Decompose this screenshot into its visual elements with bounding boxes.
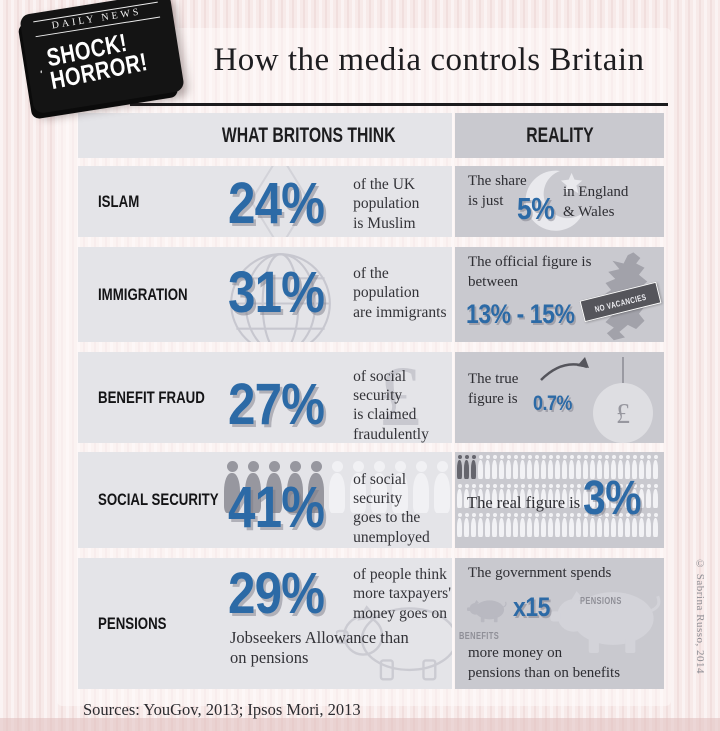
row-label-immigration: IMMIGRATION <box>98 284 188 304</box>
diamond-ornament-icon <box>250 166 310 237</box>
reality-value-social-security: 3% <box>583 472 642 525</box>
pound-balloon-icon: £ <box>540 357 653 443</box>
stat-desc-pensions: of people think more taxpayers' money go… <box>353 566 451 622</box>
stat-desc-islam: of the UK population is Muslim <box>353 176 420 232</box>
svg-text:£: £ <box>616 399 630 430</box>
row-label-social-security: SOCIAL SECURITY <box>98 490 219 509</box>
row-benefit-fraud-reality: £ The true figure is 0.7% <box>455 352 664 443</box>
row-social-security-reality: The real figure is 3% <box>455 452 664 548</box>
stat-value-pensions: 29% <box>228 561 325 626</box>
crescent-star-icon <box>525 170 584 231</box>
stat-value-benefit-fraud: 27% <box>228 372 325 438</box>
column-header-reality-label: REALITY <box>525 123 594 147</box>
reality-value-immigration: 13% - 15% <box>466 299 575 329</box>
stat-desc-immigration: of the population are immigrants <box>353 265 447 321</box>
reality-multiplier-pensions: x15 <box>513 592 551 622</box>
reality-pre-immigration: The official figure is between <box>468 254 592 290</box>
row-benefit-fraud-think: BENEFIT FRAUD £ 27% of social security i… <box>78 352 452 443</box>
row-islam-think: ISLAM 24% of the UK population is Muslim <box>78 166 452 237</box>
pensions-pig-label: PENSIONS <box>579 596 622 607</box>
column-header-reality: REALITY <box>455 113 664 158</box>
stat-desc2-pensions: Jobseekers Allowance than on pensions <box>230 628 409 668</box>
reality-pre-benefit-fraud: The true figure is <box>468 371 519 407</box>
stat-desc-social-security: of social security goes to the unemploye… <box>353 471 430 546</box>
reality-pre-islam: The share is just <box>468 173 527 209</box>
row-immigration-reality: The official figure is between 13% - 15%… <box>455 247 664 342</box>
column-header-think: WHAT BRITONS THINK <box>78 113 452 158</box>
page-title: How the media controls Britain <box>213 42 645 78</box>
stat-value-social-security: 41% <box>228 475 325 541</box>
row-social-security-think: SOCIAL SECURITY 41% of social security g… <box>78 452 452 548</box>
reality-value-islam: 5% <box>517 191 555 226</box>
row-islam-reality: The share is just 5% in England & Wales <box>455 166 664 237</box>
uk-map-icon <box>40 70 43 74</box>
stat-value-immigration: 31% <box>228 260 325 325</box>
sources-note: Sources: YouGov, 2013; Ipsos Mori, 2013 <box>83 700 361 719</box>
row-label-benefit-fraud: BENEFIT FRAUD <box>98 387 205 407</box>
row-pensions-think: PENSIONS 29% of people think more taxpay… <box>78 558 452 689</box>
stat-value-islam: 24% <box>228 171 325 236</box>
bottom-border-strip <box>0 718 720 731</box>
small-piggy-bank-icon <box>467 599 507 623</box>
reality-pre-social-security: The real figure is <box>467 493 581 512</box>
row-pensions-reality: The government spends x15 PENSIONS BENEF… <box>455 558 664 689</box>
row-label-islam: ISLAM <box>98 191 140 211</box>
row-label-pensions: PENSIONS <box>98 613 167 633</box>
pound-sign-icon: £ <box>378 352 421 443</box>
copyright-credit: © Sabrina Russo, 2014 <box>694 558 706 674</box>
globe-icon <box>230 253 331 342</box>
row-immigration-think: IMMIGRATION 31% of the population are im… <box>78 247 452 342</box>
title-divider <box>130 103 668 106</box>
reality-pre-pensions: The government spends <box>468 565 612 581</box>
reality-post-islam: in England & Wales <box>563 184 629 220</box>
stat-desc-benefit-fraud: of social security is claimed fraudulent… <box>353 368 429 443</box>
reality-post-pensions: more money on pensions than on benefits <box>468 645 621 681</box>
benefits-pig-label: BENEFITS <box>459 631 500 642</box>
column-header-think-label: WHAT BRITONS THINK <box>222 123 396 147</box>
reality-value-benefit-fraud: 0.7% <box>533 392 572 415</box>
